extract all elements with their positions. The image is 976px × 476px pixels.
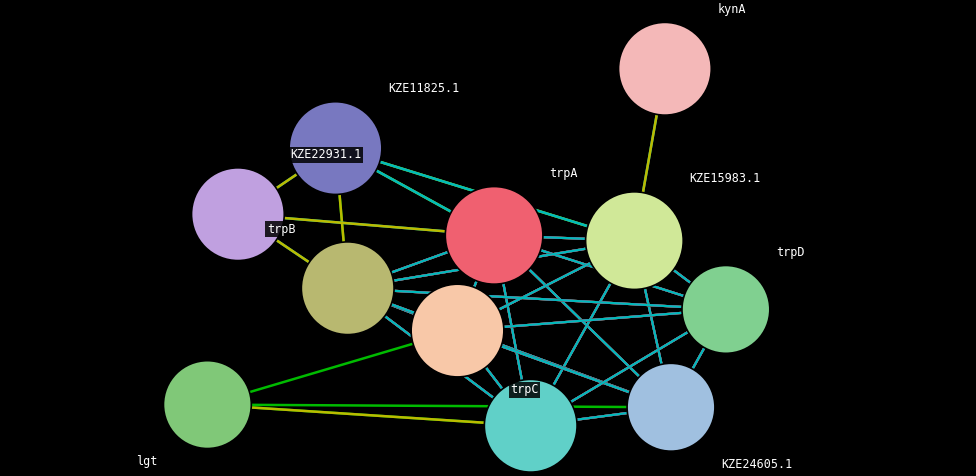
Ellipse shape — [682, 266, 770, 353]
Text: kynA: kynA — [717, 3, 746, 16]
Ellipse shape — [164, 361, 252, 448]
Text: trpD: trpD — [776, 246, 804, 259]
Text: KZE15983.1: KZE15983.1 — [689, 172, 760, 186]
Text: KZE11825.1: KZE11825.1 — [388, 82, 460, 95]
Ellipse shape — [302, 242, 394, 335]
Text: trpB: trpB — [266, 223, 296, 236]
Ellipse shape — [411, 284, 504, 377]
Ellipse shape — [628, 363, 714, 451]
Ellipse shape — [445, 187, 543, 284]
Text: trpC: trpC — [510, 383, 539, 396]
Ellipse shape — [619, 22, 712, 115]
Ellipse shape — [484, 379, 577, 472]
Text: trpA: trpA — [549, 167, 578, 180]
Text: KZE22931.1: KZE22931.1 — [291, 149, 362, 161]
Ellipse shape — [289, 102, 382, 195]
Text: lgt: lgt — [136, 455, 157, 468]
Ellipse shape — [586, 192, 683, 289]
Text: KZE24605.1: KZE24605.1 — [721, 457, 793, 470]
Ellipse shape — [191, 168, 284, 260]
